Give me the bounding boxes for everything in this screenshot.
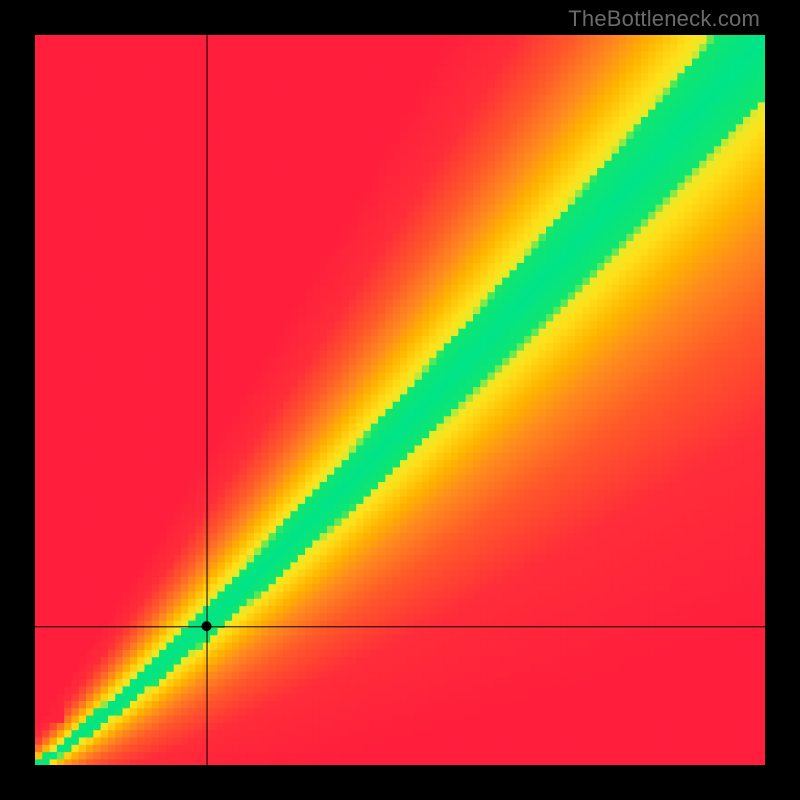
chart-frame: TheBottleneck.com <box>0 0 800 800</box>
heatmap-canvas <box>35 35 765 765</box>
heatmap-plot <box>35 35 765 765</box>
watermark-text: TheBottleneck.com <box>568 6 760 32</box>
